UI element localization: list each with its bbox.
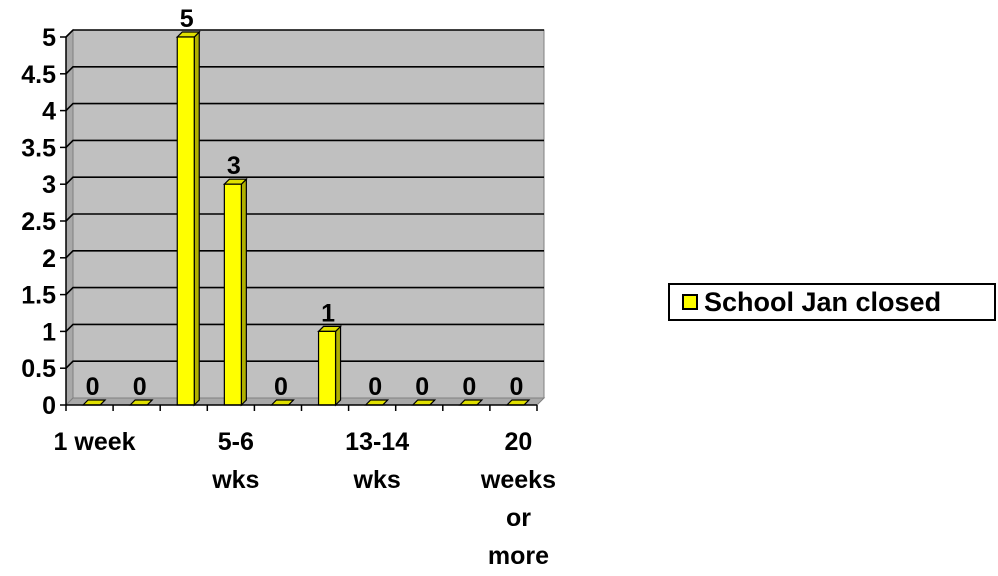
data-label: 0 (368, 373, 382, 401)
y-tick-labels: 0 0.5 1 1.5 2 2.5 3 3.5 4 4.5 5 (21, 24, 56, 420)
bars (81, 30, 531, 407)
legend-swatch-school-jan-closed (682, 294, 698, 310)
gridline (65, 139, 544, 148)
x-tick-labels: 1 week 5-6 wks 13-14 wks 20 weeks or more (54, 428, 556, 570)
y-tick-label: 1.5 (21, 282, 56, 310)
legend: School Jan closed (668, 283, 996, 321)
data-label: 0 (86, 373, 100, 401)
gridline (65, 323, 544, 332)
data-label: 0 (462, 373, 476, 401)
data-label: 1 (321, 299, 335, 327)
x-tick-label: 5-6 wks (211, 428, 259, 494)
data-label: 3 (227, 152, 241, 180)
bar-front (317, 330, 337, 406)
bar-front (176, 36, 195, 406)
data-label: 0 (133, 373, 147, 401)
x-tick-label: 1 week (54, 428, 136, 456)
bar-side (240, 177, 247, 407)
bar-front (223, 183, 242, 406)
gridline (65, 29, 544, 38)
x-tick-label: 13-14 wks (345, 428, 409, 494)
bar-side (193, 30, 200, 407)
y-tick-label: 2.5 (21, 208, 56, 236)
y-tick-label: 4 (42, 98, 56, 126)
gridline (65, 360, 544, 369)
bar (222, 177, 248, 407)
data-label: 0 (274, 373, 288, 401)
y-tick-label: 4.5 (21, 61, 56, 89)
gridline (65, 102, 544, 112)
data-labels: 0 0 5 3 0 1 0 0 0 0 (86, 5, 524, 401)
gridline (65, 66, 544, 75)
plot-area (64, 28, 546, 407)
axes (60, 36, 538, 411)
y-tick-label: 2 (42, 245, 56, 273)
data-label: 5 (180, 5, 194, 33)
bar (317, 324, 342, 407)
y-tick-label: 3.5 (21, 134, 56, 162)
data-label: 0 (415, 373, 429, 401)
gridline (65, 250, 544, 259)
legend-label-school-jan-closed: School Jan closed (704, 286, 942, 317)
x-tick-label: 20 weeks or more (480, 428, 556, 570)
gridline (65, 286, 544, 296)
bar-side (334, 324, 342, 407)
gridline (65, 176, 544, 185)
y-tick-label: 3 (42, 171, 56, 199)
bar (175, 30, 201, 407)
data-label: 0 (509, 373, 523, 401)
gridline (65, 213, 544, 222)
y-tick-label: 0.5 (21, 355, 56, 383)
y-tick-label: 0 (42, 392, 56, 420)
y-tick-label: 5 (42, 24, 56, 52)
y-tick-label: 1 (42, 318, 56, 346)
